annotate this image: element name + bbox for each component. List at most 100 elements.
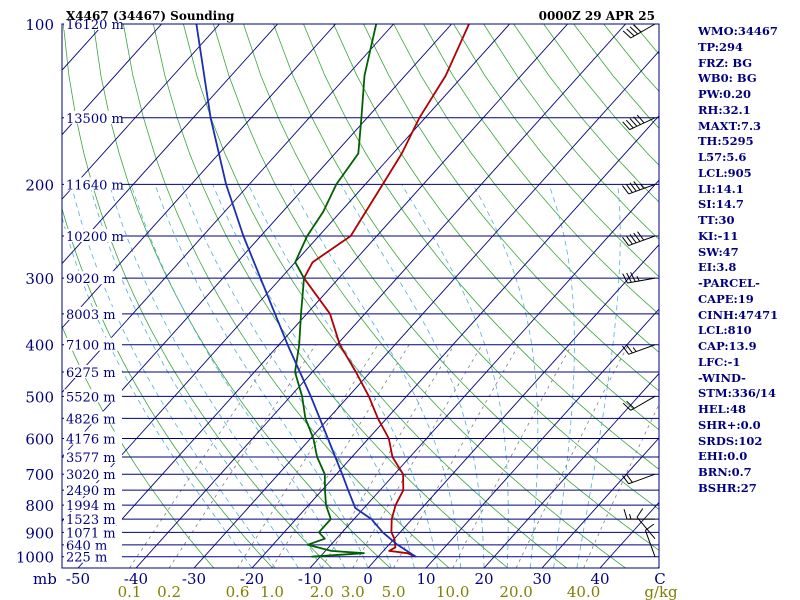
index-line: SRDS:102 xyxy=(698,433,763,448)
stability-indices-panel: WMO:34467 TP:294 FRZ: BG WB0: BG PW:0.20 RH:3… xyxy=(698,24,798,497)
mixing-ratio-line xyxy=(452,344,573,568)
height-label: 1071 m xyxy=(66,526,116,541)
height-label: 11640 m xyxy=(66,178,124,193)
isotherm-line xyxy=(62,24,336,329)
moist-adiabat-line xyxy=(109,184,322,568)
height-label-box xyxy=(64,306,122,320)
wind-barb xyxy=(622,231,656,247)
index-line: CAP:13.9 xyxy=(698,339,757,353)
pressure-tick-label: 500 xyxy=(25,388,54,406)
index-line: HEL:48 xyxy=(698,402,746,416)
index-line: WMO:34467 xyxy=(698,24,778,38)
index-line: TP:294 xyxy=(698,39,744,54)
mixing-ratio-unit-label: g/kg xyxy=(644,583,678,600)
index-line: -PARCEL- xyxy=(698,276,760,290)
wind-barb xyxy=(622,473,656,485)
height-label: 3020 m xyxy=(66,468,116,483)
height-label-box xyxy=(64,467,122,481)
dewpoint-trace xyxy=(294,24,378,558)
temperature-tick-label: -10 xyxy=(298,570,322,588)
height-label-box xyxy=(64,337,122,351)
temperature-unit-label: C xyxy=(654,570,665,588)
index-line: CINH:47471 xyxy=(698,307,779,322)
dry-adiabat-line xyxy=(62,207,273,568)
moist-adiabat-line xyxy=(248,184,438,568)
height-label: 9020 m xyxy=(66,272,116,287)
index-line: STM:336/14 xyxy=(698,386,777,401)
dry-adiabat-line xyxy=(93,24,391,568)
wind-barb xyxy=(623,508,655,520)
height-label: 5520 m xyxy=(66,390,116,405)
index-line: FRZ: BG xyxy=(698,55,753,70)
dry-adiabat-line xyxy=(183,24,567,568)
height-label: 4826 m xyxy=(66,412,116,427)
dry-adiabat-line xyxy=(453,24,659,278)
mixing-ratio-line xyxy=(129,344,280,568)
moist-adiabat-line xyxy=(401,184,509,568)
index-line: TH:5295 xyxy=(698,134,754,149)
moist-adiabats xyxy=(62,184,621,568)
index-line: LI:14.1 xyxy=(698,181,744,196)
isotherm-line xyxy=(62,24,394,394)
temperature-tick-label: -30 xyxy=(182,570,206,588)
height-label: 13500 m xyxy=(66,112,124,127)
pressure-tick-label: 200 xyxy=(25,176,54,194)
isotherm-line xyxy=(251,115,659,568)
temperature-tick-label: 10 xyxy=(416,570,435,588)
wind-barb xyxy=(622,114,656,131)
height-label: 1994 m xyxy=(66,499,116,514)
mixing-ratio-tick-label: 2.0 xyxy=(310,583,334,600)
moist-adiabat-line xyxy=(154,184,369,568)
isotherm-line xyxy=(367,243,659,568)
dry-adiabat-line xyxy=(393,24,659,353)
mixing-ratio-tick-label: 5.0 xyxy=(382,583,406,600)
height-label: 7100 m xyxy=(66,339,116,354)
dry-adiabat-line xyxy=(303,24,659,470)
mixing-ratio-line xyxy=(393,344,520,568)
mixing-ratio-tick-label: 40.0 xyxy=(567,583,600,600)
index-line: EI:3.8 xyxy=(698,260,737,275)
mixing-ratio-lines xyxy=(129,344,659,568)
height-label: 1523 m xyxy=(66,513,116,528)
mixing-ratio-line xyxy=(321,344,455,568)
dry-adiabat-line xyxy=(213,24,626,568)
pressure-tick-label: 400 xyxy=(25,337,54,355)
dry-adiabat-line xyxy=(333,24,659,431)
dry-adiabat-line xyxy=(363,24,659,392)
pressure-tick-label: 300 xyxy=(25,270,54,288)
isotherm-line xyxy=(62,24,452,458)
height-label-box xyxy=(64,364,122,378)
sounding-traces xyxy=(195,24,470,558)
mixing-ratio-tick-label: 1.0 xyxy=(260,583,284,600)
height-label: 6275 m xyxy=(66,366,116,381)
wind-barb xyxy=(622,181,656,195)
dry-adiabat-line xyxy=(243,24,659,551)
mixing-ratio-line xyxy=(515,344,629,568)
sounding-time: 0000Z 29 APR 25 xyxy=(539,9,655,23)
isotherm-line xyxy=(62,24,278,265)
index-line: -WIND- xyxy=(698,370,746,385)
index-line: BSHR:27 xyxy=(698,480,757,495)
wind-barb xyxy=(622,23,656,39)
wind-barb xyxy=(622,272,656,284)
index-line: SHR+:0.0 xyxy=(698,417,761,432)
wind-barbs xyxy=(622,23,656,557)
moist-adiabat-line xyxy=(290,184,462,568)
mixing-ratio-tick-label: 0.1 xyxy=(118,583,142,600)
height-label: 10200 m xyxy=(66,230,124,245)
mixing-ratio-tick-label: 3.0 xyxy=(341,583,365,600)
pressure-tick-label: 1000 xyxy=(16,549,54,567)
temperature-tick-label: -20 xyxy=(240,570,264,588)
dry-adiabat-line xyxy=(153,24,509,568)
pressure-tick-label: 600 xyxy=(25,431,54,449)
pressure-tick-label: 800 xyxy=(25,497,54,515)
wind-barb xyxy=(636,508,656,539)
index-line: MAXT:7.3 xyxy=(698,118,761,133)
temperature-tick-label: 20 xyxy=(474,570,493,588)
index-line: CAPE:19 xyxy=(698,291,754,306)
dry-adiabat-line xyxy=(423,24,659,315)
isotherm-line xyxy=(135,24,626,568)
height-label: 2490 m xyxy=(66,484,116,499)
